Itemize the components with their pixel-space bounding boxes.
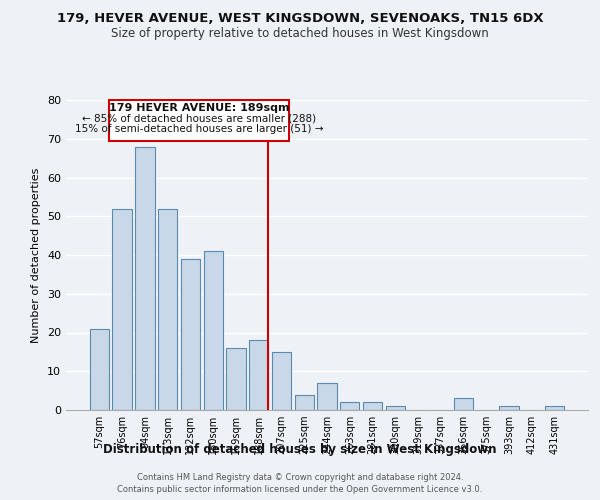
Bar	[317, 383, 337, 410]
Bar	[158, 208, 178, 410]
Bar	[295, 394, 314, 410]
Bar	[181, 259, 200, 410]
Text: Contains HM Land Registry data © Crown copyright and database right 2024.: Contains HM Land Registry data © Crown c…	[137, 472, 463, 482]
Bar	[203, 251, 223, 410]
Bar	[499, 406, 519, 410]
Text: ← 85% of detached houses are smaller (288): ← 85% of detached houses are smaller (28…	[82, 114, 316, 124]
Bar	[135, 146, 155, 410]
Bar	[112, 208, 132, 410]
Bar	[90, 328, 109, 410]
Bar	[545, 406, 564, 410]
Text: Size of property relative to detached houses in West Kingsdown: Size of property relative to detached ho…	[111, 28, 489, 40]
Text: Contains public sector information licensed under the Open Government Licence v3: Contains public sector information licen…	[118, 485, 482, 494]
Y-axis label: Number of detached properties: Number of detached properties	[31, 168, 41, 342]
FancyBboxPatch shape	[109, 100, 289, 141]
Bar	[272, 352, 291, 410]
Text: 15% of semi-detached houses are larger (51) →: 15% of semi-detached houses are larger (…	[75, 124, 323, 134]
Bar	[249, 340, 268, 410]
Bar	[363, 402, 382, 410]
Bar	[454, 398, 473, 410]
Bar	[226, 348, 245, 410]
Text: 179, HEVER AVENUE, WEST KINGSDOWN, SEVENOAKS, TN15 6DX: 179, HEVER AVENUE, WEST KINGSDOWN, SEVEN…	[56, 12, 544, 26]
Bar	[340, 402, 359, 410]
Bar	[386, 406, 405, 410]
Text: Distribution of detached houses by size in West Kingsdown: Distribution of detached houses by size …	[103, 442, 497, 456]
Text: 179 HEVER AVENUE: 189sqm: 179 HEVER AVENUE: 189sqm	[109, 103, 289, 113]
